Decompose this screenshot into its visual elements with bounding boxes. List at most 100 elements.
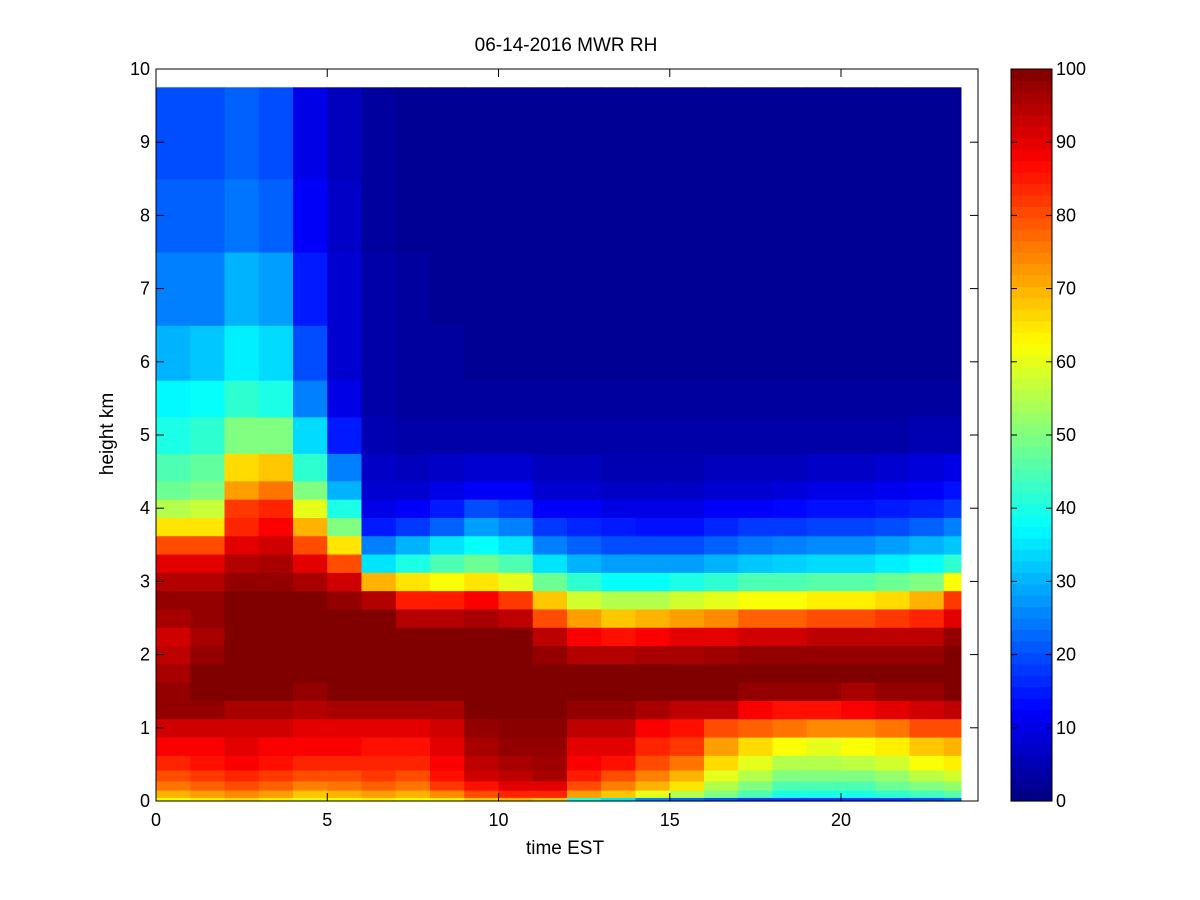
heatmap-cell xyxy=(806,416,842,454)
heatmap-cell xyxy=(601,453,637,482)
heatmap-cell xyxy=(224,627,260,647)
heatmap-cell xyxy=(841,590,876,610)
heatmap-cell xyxy=(532,572,568,592)
heatmap-cell xyxy=(704,517,739,537)
heatmap-cell xyxy=(738,535,774,555)
heatmap-cell xyxy=(875,700,911,720)
heatmap-cell xyxy=(430,517,465,537)
heatmap-cell xyxy=(738,780,774,791)
heatmap-cell xyxy=(601,590,637,610)
heatmap-cell xyxy=(224,663,260,683)
heatmap-cell xyxy=(943,790,962,798)
heatmap-cell xyxy=(498,736,534,756)
heatmap-cell xyxy=(875,480,911,500)
heatmap-cell xyxy=(909,780,945,791)
heatmap-cell xyxy=(190,718,226,738)
heatmap-cell xyxy=(190,590,226,610)
heatmap-cell xyxy=(909,114,945,180)
heatmap-cell xyxy=(430,736,465,756)
heatmap-cell xyxy=(943,453,962,482)
heatmap-cell xyxy=(806,499,842,518)
colorbar-segment xyxy=(1011,526,1052,539)
heatmap-cell xyxy=(395,517,431,537)
heatmap-cell xyxy=(669,797,705,802)
heatmap-cell xyxy=(532,480,568,500)
heatmap-cell xyxy=(498,325,534,381)
heatmap-cell xyxy=(669,416,705,454)
heatmap-cell xyxy=(841,517,876,537)
heatmap-cell xyxy=(806,535,842,555)
heatmap-cell xyxy=(704,178,739,253)
colorbar-segment xyxy=(1011,149,1052,162)
heatmap-cell xyxy=(464,114,500,180)
colorbar-segment xyxy=(1011,686,1052,699)
heatmap-cell xyxy=(395,572,431,592)
heatmap-cell xyxy=(943,325,962,381)
heatmap-cell xyxy=(669,700,705,720)
heatmap-cell xyxy=(943,700,962,720)
heatmap-cell xyxy=(361,553,397,573)
heatmap-cell xyxy=(875,453,911,482)
heatmap-cell xyxy=(567,718,602,738)
heatmap-cell xyxy=(395,416,431,454)
heatmap-cell xyxy=(156,553,191,573)
colorbar-segment xyxy=(1011,480,1052,493)
heatmap-cell xyxy=(669,736,705,756)
heatmap-cell xyxy=(943,553,962,573)
heatmap-cell xyxy=(567,87,602,116)
heatmap-cell xyxy=(738,380,774,418)
colorbar-segment xyxy=(1011,446,1052,459)
heatmap-cell xyxy=(943,572,962,592)
heatmap-cell xyxy=(361,780,397,791)
heatmap-cell xyxy=(224,780,260,791)
heatmap-cell xyxy=(156,453,191,482)
heatmap-cell xyxy=(190,682,226,701)
heatmap-cell xyxy=(943,535,962,555)
heatmap-cell xyxy=(875,682,911,701)
colorbar-segment xyxy=(1011,412,1052,425)
heatmap-cell xyxy=(635,178,671,253)
heatmap-cell xyxy=(498,535,534,555)
heatmap-cell xyxy=(875,590,911,610)
heatmap-cell xyxy=(669,87,705,116)
heatmap-cell xyxy=(772,480,808,500)
heatmap-cell xyxy=(464,780,500,791)
heatmap-cell xyxy=(806,780,842,791)
heatmap-cell xyxy=(806,736,842,756)
colorbar-segment xyxy=(1011,583,1052,596)
heatmap-cell xyxy=(532,790,568,798)
heatmap-cell xyxy=(258,178,294,253)
heatmap-cell xyxy=(943,499,962,518)
heatmap-cell xyxy=(464,700,500,720)
heatmap-cell xyxy=(190,517,226,537)
x-tick-label: 20 xyxy=(831,810,851,830)
heatmap-cell xyxy=(190,755,226,771)
heatmap-cell xyxy=(293,380,328,418)
heatmap-cell xyxy=(806,790,842,798)
heatmap-cell xyxy=(875,380,911,418)
heatmap-cell xyxy=(841,572,876,592)
heatmap-cell xyxy=(669,480,705,500)
heatmap-cell xyxy=(327,590,363,610)
heatmap-cell xyxy=(567,700,602,720)
heatmap-cell xyxy=(841,780,876,791)
heatmap-cell xyxy=(635,380,671,418)
heatmap-cell xyxy=(704,608,739,628)
heatmap-cell xyxy=(190,325,226,381)
heatmap-cell xyxy=(875,325,911,381)
heatmap-cell xyxy=(395,627,431,647)
heatmap-cell xyxy=(601,252,637,326)
heatmap-cell xyxy=(258,755,294,771)
heatmap-cell xyxy=(567,590,602,610)
heatmap-cell xyxy=(669,535,705,555)
colorbar-segment xyxy=(1011,114,1052,127)
heatmap-cell xyxy=(258,608,294,628)
heatmap-cell xyxy=(704,790,739,798)
heatmap-cell xyxy=(258,517,294,537)
heatmap-cell xyxy=(772,416,808,454)
heatmap-cell xyxy=(156,645,191,665)
heatmap-cell xyxy=(669,325,705,381)
heatmap-cell xyxy=(464,797,500,802)
heatmap-cell xyxy=(190,769,226,782)
y-tick-label: 9 xyxy=(140,132,150,152)
